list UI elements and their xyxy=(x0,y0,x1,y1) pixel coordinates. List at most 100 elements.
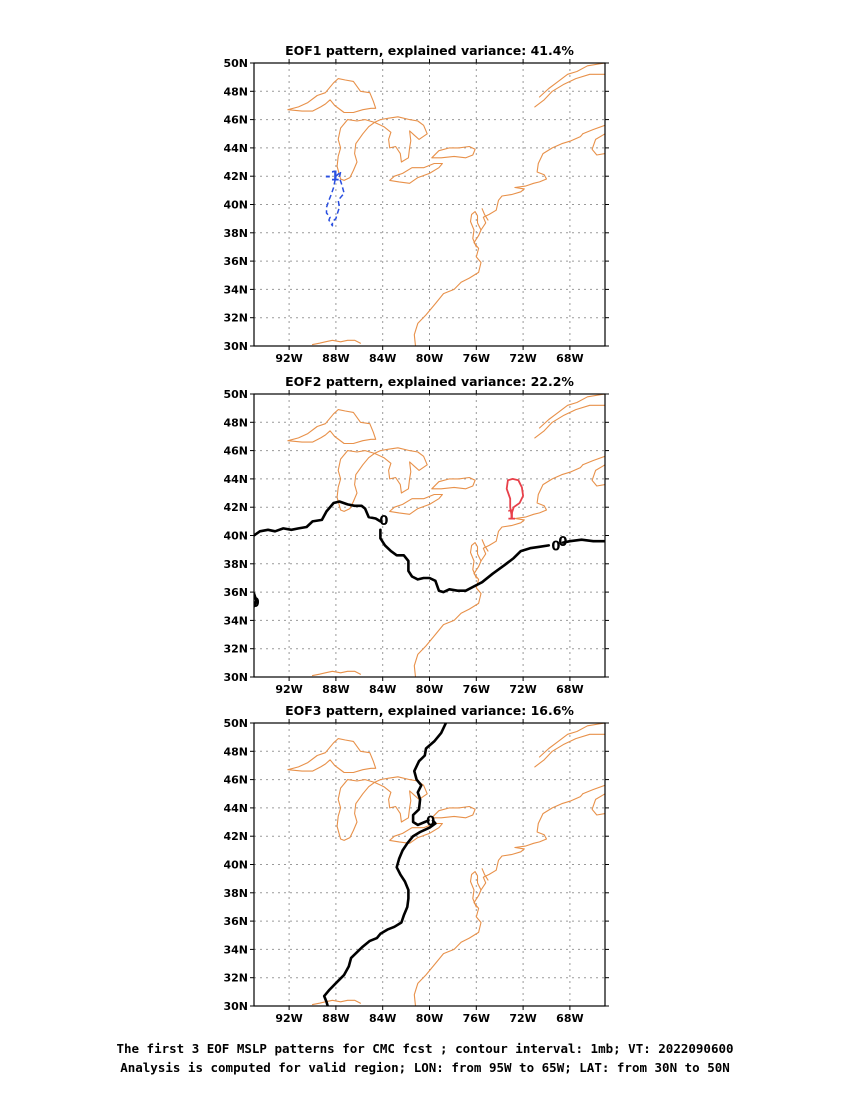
axes: 30N 32N 34N 36N 38N 40N 42N 44N 46N 48N 50N 92W 88W 8… xyxy=(223,717,609,1025)
zero-contour xyxy=(322,819,437,1006)
lat-tick-label: 50N xyxy=(223,717,248,730)
eof-panel-3: EOF3 pattern, explained variance: 16.6% 0… xyxy=(223,703,609,1025)
lon-tick-label: 88W xyxy=(322,352,349,365)
coastline xyxy=(538,723,605,758)
lon-tick-label: 92W xyxy=(275,1012,302,1025)
coastline xyxy=(373,447,428,494)
coastline xyxy=(534,404,605,439)
lat-tick-label: 46N xyxy=(223,774,248,787)
lat-tick-label: 50N xyxy=(223,388,248,401)
lat-tick-label: 30N xyxy=(223,671,248,684)
coastlines xyxy=(287,63,605,346)
coastline xyxy=(591,133,605,156)
coastline xyxy=(389,493,443,515)
lon-tick-label: 72W xyxy=(509,352,536,365)
lat-tick-label: 38N xyxy=(223,227,248,240)
eof-panel-1: EOF1 pattern, explained variance: 41.4% -… xyxy=(223,43,609,365)
caption-line-2: Analysis is computed for valid region; L… xyxy=(120,1060,730,1075)
coastline xyxy=(311,670,362,677)
coastline xyxy=(582,784,605,795)
lat-tick-label: 36N xyxy=(223,586,248,599)
coastline xyxy=(469,871,482,908)
lat-tick-label: 42N xyxy=(223,830,248,843)
coastline xyxy=(287,409,377,445)
lon-tick-label: 72W xyxy=(509,1012,536,1025)
coastlines xyxy=(287,723,605,1006)
lat-tick-label: 48N xyxy=(223,745,248,758)
lat-tick-label: 46N xyxy=(223,445,248,458)
contour-label: 0 xyxy=(558,535,567,550)
contours: -1 xyxy=(325,169,345,227)
contour-label: 1 xyxy=(507,508,516,523)
lon-tick-label: 76W xyxy=(463,683,490,696)
coastline xyxy=(413,793,584,1006)
panel-title: EOF2 pattern, explained variance: 22.2% xyxy=(285,374,574,389)
zero-contour xyxy=(379,528,551,594)
panel-title: EOF3 pattern, explained variance: 16.6% xyxy=(285,703,574,718)
coastline xyxy=(538,63,605,98)
axes: 30N 32N 34N 36N 38N 40N 42N 44N 46N 48N 50N 92W 88W 8… xyxy=(223,388,609,696)
coastline xyxy=(311,999,362,1006)
positive-contour xyxy=(505,478,524,515)
lat-tick-label: 36N xyxy=(223,255,248,268)
coastline xyxy=(469,542,482,579)
coastline xyxy=(287,78,377,114)
contour-label: -1 xyxy=(325,169,339,184)
lon-tick-label: 84W xyxy=(369,1012,396,1025)
coastline xyxy=(582,124,605,135)
coastline xyxy=(373,116,428,163)
lat-tick-label: 40N xyxy=(223,859,248,872)
coastline xyxy=(336,119,376,181)
lat-tick-label: 44N xyxy=(223,802,248,815)
caption-line-1: The first 3 EOF MSLP patterns for CMC fc… xyxy=(116,1041,734,1056)
lat-tick-label: 34N xyxy=(223,614,248,627)
lat-tick-label: 36N xyxy=(223,915,248,928)
coastline xyxy=(591,793,605,816)
coastlines xyxy=(287,394,605,677)
lat-tick-label: 34N xyxy=(223,283,248,296)
zero-contour xyxy=(561,538,605,544)
coastline xyxy=(431,476,476,490)
lat-tick-label: 40N xyxy=(223,530,248,543)
lat-tick-label: 40N xyxy=(223,199,248,212)
coastline xyxy=(591,464,605,487)
coastline xyxy=(431,145,476,159)
lat-tick-label: 32N xyxy=(223,312,248,325)
lat-tick-label: 48N xyxy=(223,85,248,98)
coastline xyxy=(534,73,605,108)
lat-tick-label: 32N xyxy=(223,972,248,985)
lat-tick-label: 48N xyxy=(223,416,248,429)
contours: 0 xyxy=(322,723,448,1006)
lon-tick-label: 76W xyxy=(463,352,490,365)
lat-tick-label: 30N xyxy=(223,340,248,353)
lat-tick-label: 34N xyxy=(223,943,248,956)
coastline xyxy=(481,868,489,881)
lat-tick-label: 30N xyxy=(223,1000,248,1013)
lon-tick-label: 92W xyxy=(275,683,302,696)
coastline xyxy=(311,339,362,346)
graticule xyxy=(254,394,605,677)
lon-tick-label: 68W xyxy=(556,1012,583,1025)
coastline xyxy=(287,738,377,774)
lon-tick-label: 80W xyxy=(416,352,443,365)
contour-label: 0 xyxy=(251,596,260,611)
lon-tick-label: 88W xyxy=(322,683,349,696)
coastline xyxy=(534,733,605,768)
lat-tick-label: 42N xyxy=(223,501,248,514)
lat-tick-label: 46N xyxy=(223,114,248,127)
lat-tick-label: 44N xyxy=(223,142,248,155)
lon-tick-label: 68W xyxy=(556,683,583,696)
lon-tick-label: 88W xyxy=(322,1012,349,1025)
negative-contour xyxy=(325,171,345,227)
coastline xyxy=(538,394,605,429)
lon-tick-label: 92W xyxy=(275,352,302,365)
lat-tick-label: 32N xyxy=(223,643,248,656)
coastline xyxy=(389,162,443,184)
coastline xyxy=(389,822,443,844)
lon-tick-label: 68W xyxy=(556,352,583,365)
coastline xyxy=(336,779,376,841)
graticule xyxy=(254,723,605,1006)
coastline xyxy=(413,464,584,677)
